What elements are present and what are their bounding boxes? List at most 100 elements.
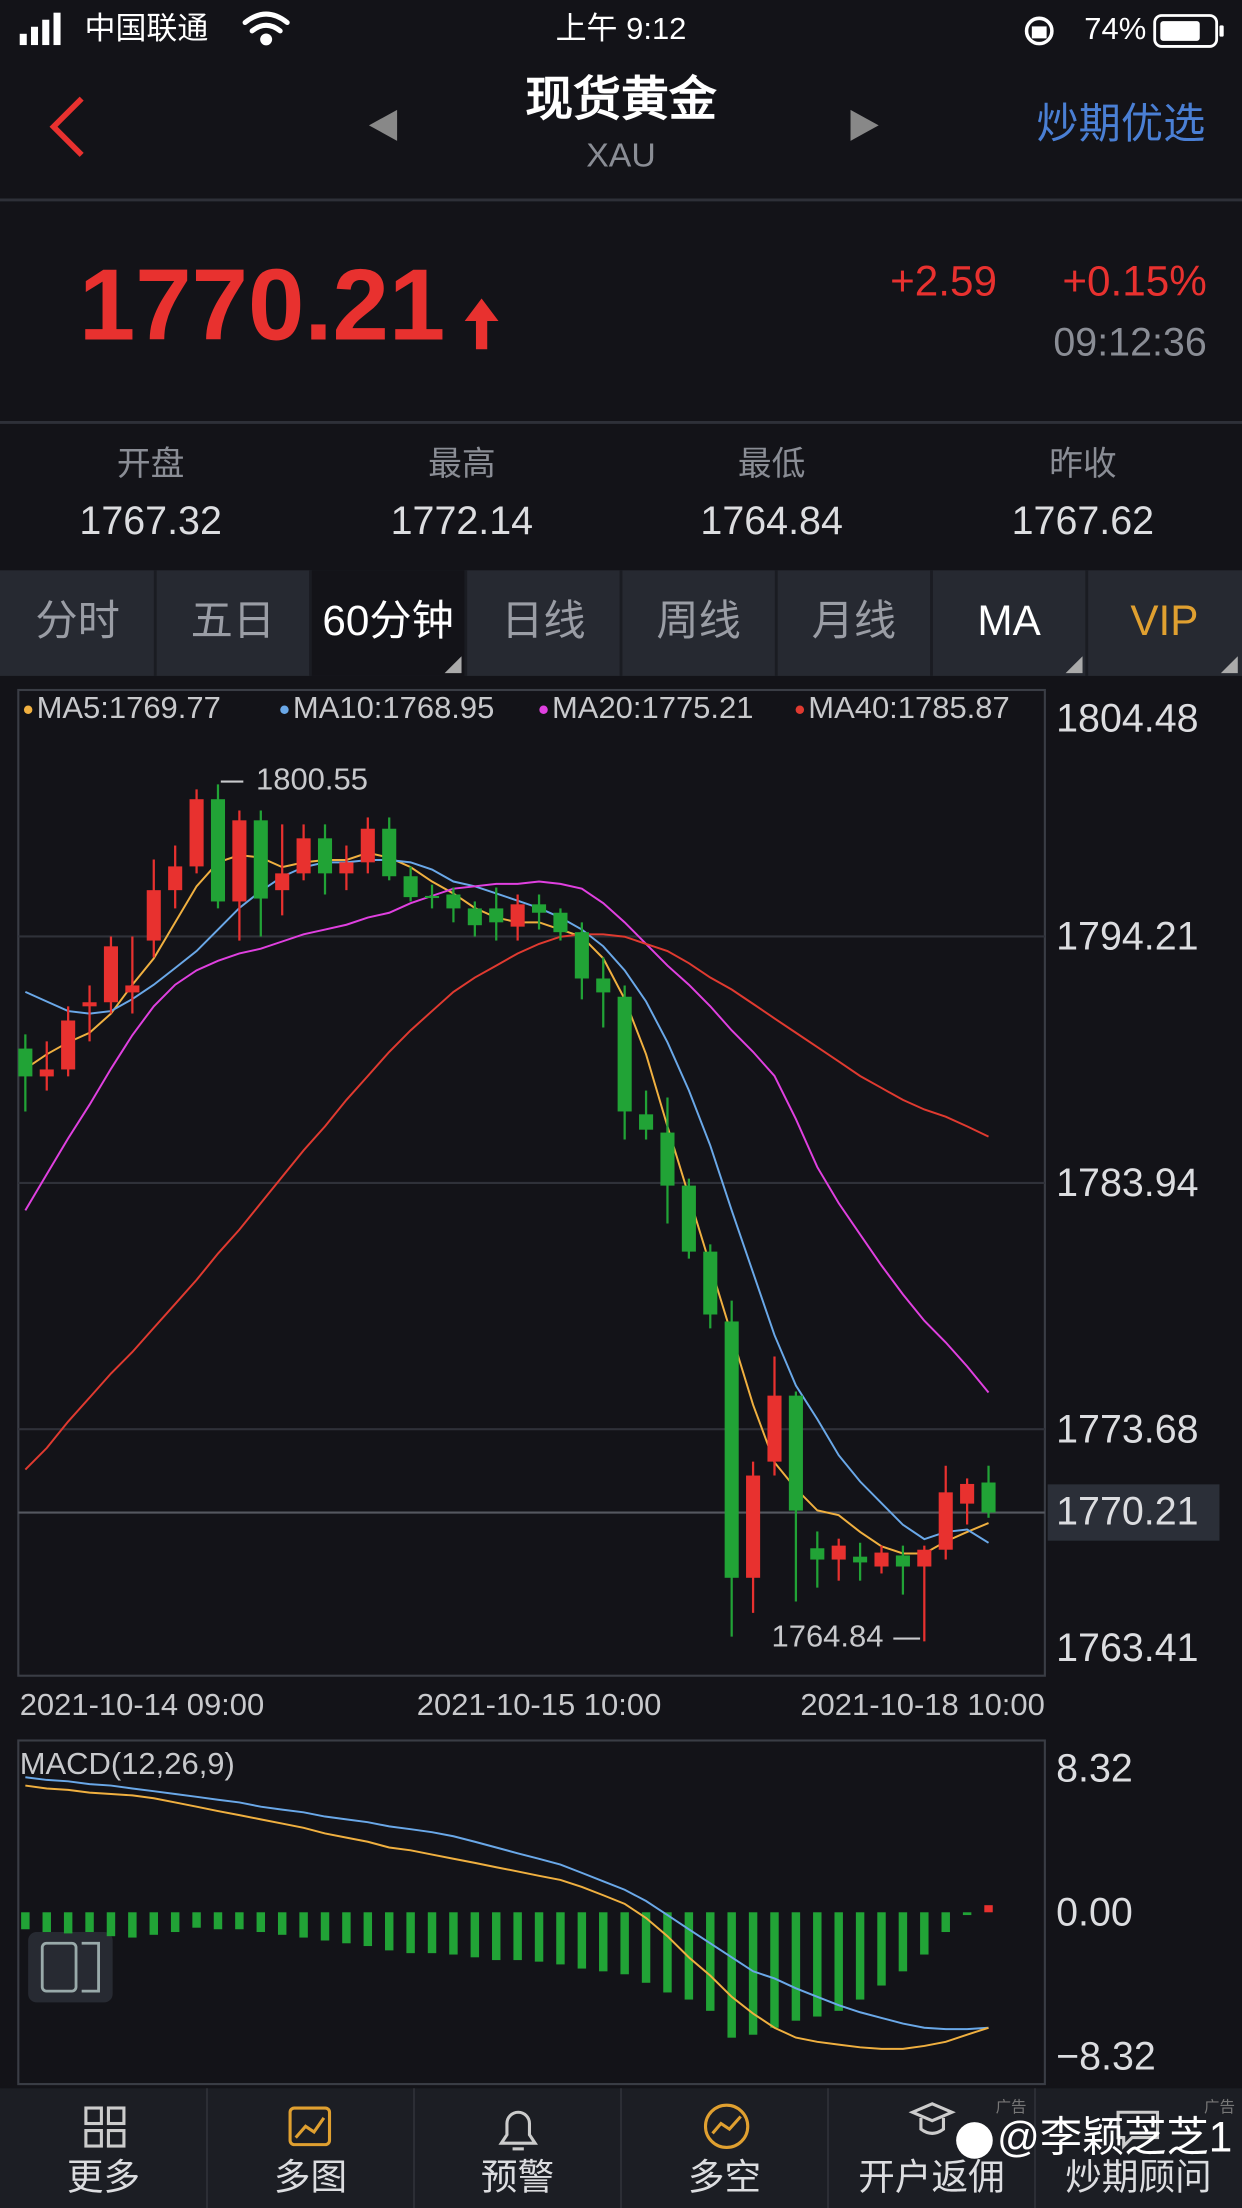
ma-line xyxy=(24,858,990,1544)
ma-line xyxy=(24,880,990,1394)
signal-icon xyxy=(19,12,61,46)
macd-bar xyxy=(556,1912,565,1965)
stat-value: 1767.32 xyxy=(79,499,221,543)
annotation: 1800.55 xyxy=(256,762,368,797)
legend-label: MA20:1775.21 xyxy=(552,690,753,725)
nav-label[interactable]: 多空 xyxy=(688,2157,761,2198)
dropdown-marker xyxy=(1065,656,1083,674)
change-percent: +0.15% xyxy=(1062,258,1206,305)
stat-value: 1764.84 xyxy=(700,499,842,543)
tab[interactable]: 分时 xyxy=(35,597,119,644)
candle-body xyxy=(960,1483,975,1504)
candle-body xyxy=(938,1492,953,1550)
candle-body xyxy=(703,1251,718,1315)
macd-bar xyxy=(256,1912,266,1933)
candle-body xyxy=(168,866,183,891)
macd-bar xyxy=(813,1912,822,2017)
back-button[interactable] xyxy=(49,96,84,157)
candle-body xyxy=(510,904,525,927)
macd-bar xyxy=(941,1912,950,1933)
candle-body xyxy=(746,1475,761,1578)
candle-body xyxy=(574,932,589,979)
wifi-icon xyxy=(242,11,290,46)
candle-body xyxy=(232,820,247,902)
macd-bar xyxy=(170,1912,180,1933)
legend-dot xyxy=(23,705,33,714)
watermark: @李颖芝芝1 xyxy=(997,2114,1232,2161)
next-button[interactable] xyxy=(850,109,879,141)
candle-body xyxy=(767,1395,782,1462)
macd-bar xyxy=(449,1912,458,1955)
candle-body xyxy=(596,978,611,993)
candle-body xyxy=(874,1552,889,1567)
ma-line xyxy=(24,851,989,1555)
macd-bar xyxy=(320,1912,330,1941)
watermark-logo xyxy=(956,2122,993,2159)
nav-label[interactable]: 多图 xyxy=(274,2157,347,2198)
macd-bar xyxy=(684,1912,694,2000)
stat-value: 1767.62 xyxy=(1012,499,1154,543)
nav-label[interactable]: 开户返佣 xyxy=(858,2157,1004,2198)
macd-bar xyxy=(513,1912,522,1961)
candle-body xyxy=(103,946,119,1003)
macd-bar xyxy=(962,1912,972,1916)
stat-value: 1772.14 xyxy=(391,499,533,543)
candle-body xyxy=(146,890,161,941)
price-tag-label: 1770.21 xyxy=(1056,1489,1198,1533)
candle-body xyxy=(853,1556,868,1563)
macd-bar xyxy=(706,1912,715,2011)
tab[interactable]: 月线 xyxy=(812,597,896,644)
candle-body xyxy=(18,1048,33,1077)
y-tick-label: −8.32 xyxy=(1056,2035,1156,2079)
carrier: 中国联通 xyxy=(84,11,208,46)
stat-label: 最低 xyxy=(738,445,806,483)
candle-body xyxy=(810,1548,825,1560)
candle-body xyxy=(275,873,290,891)
macd-line xyxy=(25,1784,989,2050)
legend-dot xyxy=(280,705,289,714)
candle-body xyxy=(403,876,418,898)
candle-body xyxy=(125,985,140,993)
stat-label: 昨收 xyxy=(1049,445,1117,483)
annotation: 1764.84 xyxy=(772,1619,884,1654)
macd-bar xyxy=(299,1912,308,1938)
tab[interactable]: MA xyxy=(977,597,1041,644)
candle-body xyxy=(82,1002,97,1007)
y-tick-label: 1783.94 xyxy=(1056,1161,1198,1205)
macd-bar xyxy=(898,1912,908,1972)
candle-body xyxy=(446,894,461,909)
macd-bar xyxy=(834,1912,843,2011)
legend-label: MA10:1768.95 xyxy=(293,690,494,725)
candle-body xyxy=(532,904,547,913)
legend-label: MA5:1769.77 xyxy=(37,690,221,725)
nav-label[interactable]: 炒期顾问 xyxy=(1065,2157,1211,2198)
ad-label: 广告 xyxy=(996,2098,1027,2116)
candle-body xyxy=(296,838,311,874)
macd-bar xyxy=(42,1912,51,1933)
price: 1770.21 xyxy=(79,248,445,361)
tab[interactable]: 周线 xyxy=(656,597,740,644)
nav-label[interactable]: 预警 xyxy=(481,2157,554,2198)
tab[interactable]: 60分钟 xyxy=(322,597,453,644)
layout-toggle[interactable] xyxy=(28,1932,113,2003)
macd-bar xyxy=(599,1912,608,1972)
tab[interactable]: VIP xyxy=(1130,597,1198,644)
candle-body xyxy=(639,1114,654,1130)
legend-dot xyxy=(539,705,548,714)
macd-bar xyxy=(748,1912,758,2035)
nav-label[interactable]: 更多 xyxy=(67,2157,140,2198)
tab[interactable]: 日线 xyxy=(501,597,585,644)
candle-body xyxy=(981,1482,996,1513)
price-tag xyxy=(1047,1484,1220,1541)
candle-body xyxy=(724,1321,739,1578)
tab[interactable]: 五日 xyxy=(191,597,275,644)
header-action[interactable]: 炒期优选 xyxy=(1036,100,1205,147)
prev-button[interactable] xyxy=(368,109,398,141)
macd-bar xyxy=(277,1912,287,1935)
y-tick-label: 0.00 xyxy=(1056,1891,1133,1935)
candle-body xyxy=(210,799,226,902)
dropdown-marker xyxy=(444,656,462,674)
macd-frame xyxy=(17,1739,1046,2086)
y-tick-label: 1763.41 xyxy=(1056,1626,1198,1670)
candle-body xyxy=(681,1185,696,1252)
